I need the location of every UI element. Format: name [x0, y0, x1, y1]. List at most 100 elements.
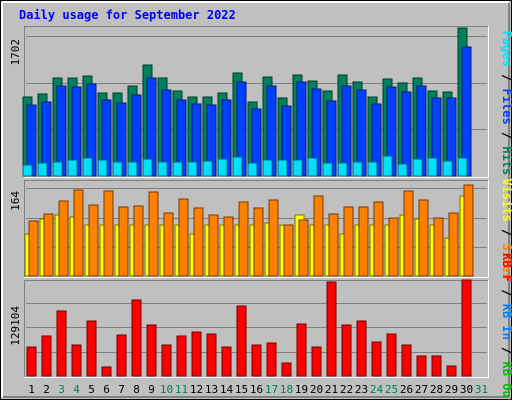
x-tick-label: 20	[310, 383, 323, 396]
x-tick-label: 26	[400, 383, 413, 396]
x-tick-label: 27	[415, 383, 428, 396]
legend-pages: Pages	[500, 31, 512, 67]
bar-pages	[262, 159, 273, 177]
bar-pages	[232, 156, 243, 177]
bar-pages	[412, 158, 423, 177]
bar-pages	[142, 158, 153, 177]
bar-kb-f	[161, 344, 172, 377]
bar-kb-f	[371, 341, 382, 377]
x-tick-label: 2	[43, 383, 50, 396]
bar-kb-f	[236, 305, 247, 377]
y-tick-label: 129104	[9, 306, 22, 346]
x-tick-label: 9	[148, 383, 155, 396]
bar-sites	[88, 204, 99, 277]
bar-kb-f	[446, 365, 457, 377]
bar-kb-f	[71, 344, 82, 377]
legend-kb-in: KB In	[500, 304, 512, 340]
bar-pages	[202, 160, 213, 177]
legend-kb-f: KB F	[500, 253, 512, 282]
legend-files: Files	[500, 89, 512, 125]
bar-kb-f	[461, 279, 472, 377]
bar-sites	[148, 191, 159, 277]
panel-1: 1702 Pages / Files / Hits	[9, 26, 512, 178]
bar-pages	[367, 161, 378, 177]
bar-kb-f	[386, 333, 397, 377]
bar-kb-f	[176, 335, 187, 377]
bar-pages	[157, 161, 168, 177]
legend-panel-3: KB F / KB In / KB Out	[500, 253, 512, 400]
bar-pages	[112, 161, 123, 177]
bar-sites	[463, 184, 474, 277]
bar-pages	[82, 157, 93, 177]
bar-sites	[28, 220, 39, 277]
bar-sites	[253, 207, 264, 277]
bar-pages	[67, 159, 78, 177]
bar-pages	[187, 161, 198, 177]
bar-pages	[22, 164, 33, 177]
x-tick-label: 19	[295, 383, 308, 396]
bar-sites	[223, 216, 234, 277]
x-tick-label: 3	[58, 383, 65, 396]
bar-kb-f	[101, 366, 112, 377]
bar-sites	[343, 206, 354, 277]
bar-sites	[238, 201, 249, 277]
bar-kb-f	[296, 323, 307, 377]
x-tick-label: 29	[445, 383, 458, 396]
x-tick-label: 8	[133, 383, 140, 396]
bar-sites	[373, 201, 384, 277]
bar-pages	[427, 157, 438, 177]
bar-pages	[277, 159, 288, 177]
bar-kb-f	[26, 346, 37, 377]
bar-kb-f	[206, 333, 217, 377]
bar-kb-f	[416, 355, 427, 377]
x-tick-label: 21	[325, 383, 338, 396]
bar-files	[401, 91, 412, 177]
x-tick-label: 1	[28, 383, 35, 396]
x-tick-label: 31	[475, 383, 488, 396]
x-tick-label: 28	[430, 383, 443, 396]
x-tick-label: 6	[103, 383, 110, 396]
x-tick-label: 12	[190, 383, 203, 396]
bar-kb-f	[251, 344, 262, 377]
bar-sites	[178, 198, 189, 277]
bar-pages	[52, 161, 63, 177]
x-tick-label: 23	[355, 383, 368, 396]
bar-sites	[193, 207, 204, 277]
bar-kb-f	[221, 346, 232, 377]
chart-title: Daily usage for September 2022	[19, 8, 236, 22]
bar-pages	[97, 159, 108, 177]
bar-sites	[328, 213, 339, 277]
bar-pages	[457, 157, 468, 177]
bar-sites	[103, 190, 114, 277]
bar-pages	[217, 158, 228, 177]
bar-kb-f	[311, 346, 322, 377]
bar-pages	[442, 160, 453, 177]
bar-kb-f	[281, 362, 292, 377]
bar-sites	[403, 190, 414, 277]
bar-sites	[388, 217, 399, 277]
bar-sites	[283, 224, 294, 277]
x-tick-label: 15	[235, 383, 248, 396]
x-axis-day-labels: 1 2 3 4 5 6 7 8 9 10 11 12 13 14 15 16 17 18 19 20 21 22 23 24 2…	[28, 383, 488, 396]
bar-sites	[73, 189, 84, 277]
x-tick-label: 17	[265, 383, 278, 396]
bar-sites	[58, 200, 69, 277]
bar-sites	[43, 213, 54, 277]
bar-pages	[307, 157, 318, 177]
bar-kb-f	[341, 324, 352, 377]
x-tick-label: 24	[370, 383, 384, 396]
bar-pages	[397, 163, 408, 177]
bar-kb-f	[191, 331, 202, 377]
panel-2: 164 Visits / Sites	[9, 178, 512, 279]
x-tick-label: 18	[280, 383, 293, 396]
legend-kb-out: KB Out	[500, 362, 512, 400]
legend-hits: Hits	[500, 146, 512, 175]
bar-pages	[247, 162, 258, 177]
x-tick-label: 13	[205, 383, 218, 396]
bar-sites	[133, 205, 144, 277]
legend-panel-1: Pages / Files / Hits	[500, 31, 512, 176]
x-tick-label: 10	[160, 383, 173, 396]
bar-sites	[418, 199, 429, 277]
